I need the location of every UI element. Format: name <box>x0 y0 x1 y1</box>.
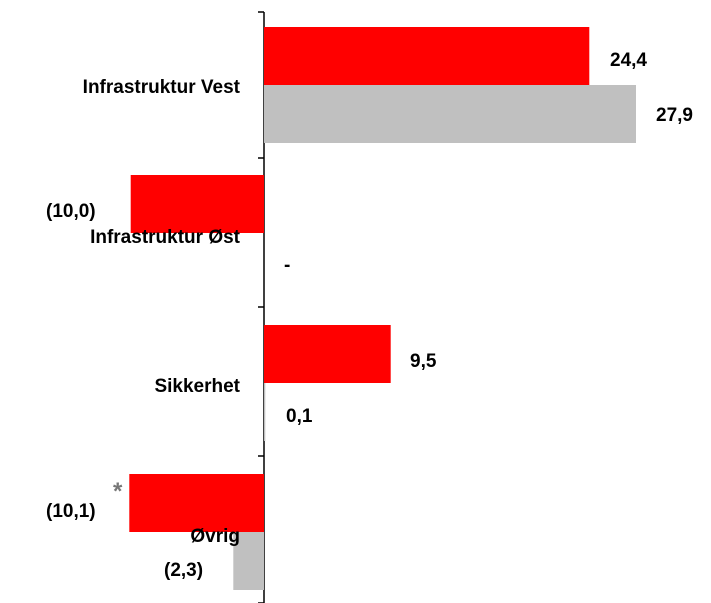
bar-ovrig-series-b <box>233 532 264 590</box>
bar-sikkerhet-series-a <box>264 325 391 383</box>
category-label-infrastruktur-vest: Infrastruktur Vest <box>83 77 241 98</box>
data-label-ost-series-a: (10,0) <box>46 201 96 222</box>
category-label-ovrig: Øvrig <box>190 526 240 547</box>
data-label-vest-series-b: 27,9 <box>656 105 693 126</box>
data-label-ost-series-b: - <box>284 255 290 276</box>
bar-infrastruktur-vest-series-b <box>264 85 636 143</box>
bar-infrastruktur-ost-series-a <box>130 175 264 233</box>
bar-infrastruktur-vest-series-a <box>264 27 590 85</box>
axis-ticks <box>258 11 264 603</box>
data-label-ovrig-series-a: (10,1) <box>46 501 96 522</box>
bar-sikkerhet-series-b <box>264 383 266 441</box>
data-label-sikkerhet-series-b: 0,1 <box>286 406 313 427</box>
data-label-sikkerhet-series-a: 9,5 <box>410 351 437 372</box>
bars <box>129 27 636 590</box>
category-label-infrastruktur-ost: Infrastruktur Øst <box>90 227 241 248</box>
bar-ovrig-series-a <box>129 474 264 532</box>
data-label-vest-series-a: 24,4 <box>610 50 647 71</box>
category-label-sikkerhet: Sikkerhet <box>154 376 240 397</box>
data-label-ovrig-series-b: (2,3) <box>164 560 203 581</box>
footnote-marker: * <box>113 478 123 505</box>
